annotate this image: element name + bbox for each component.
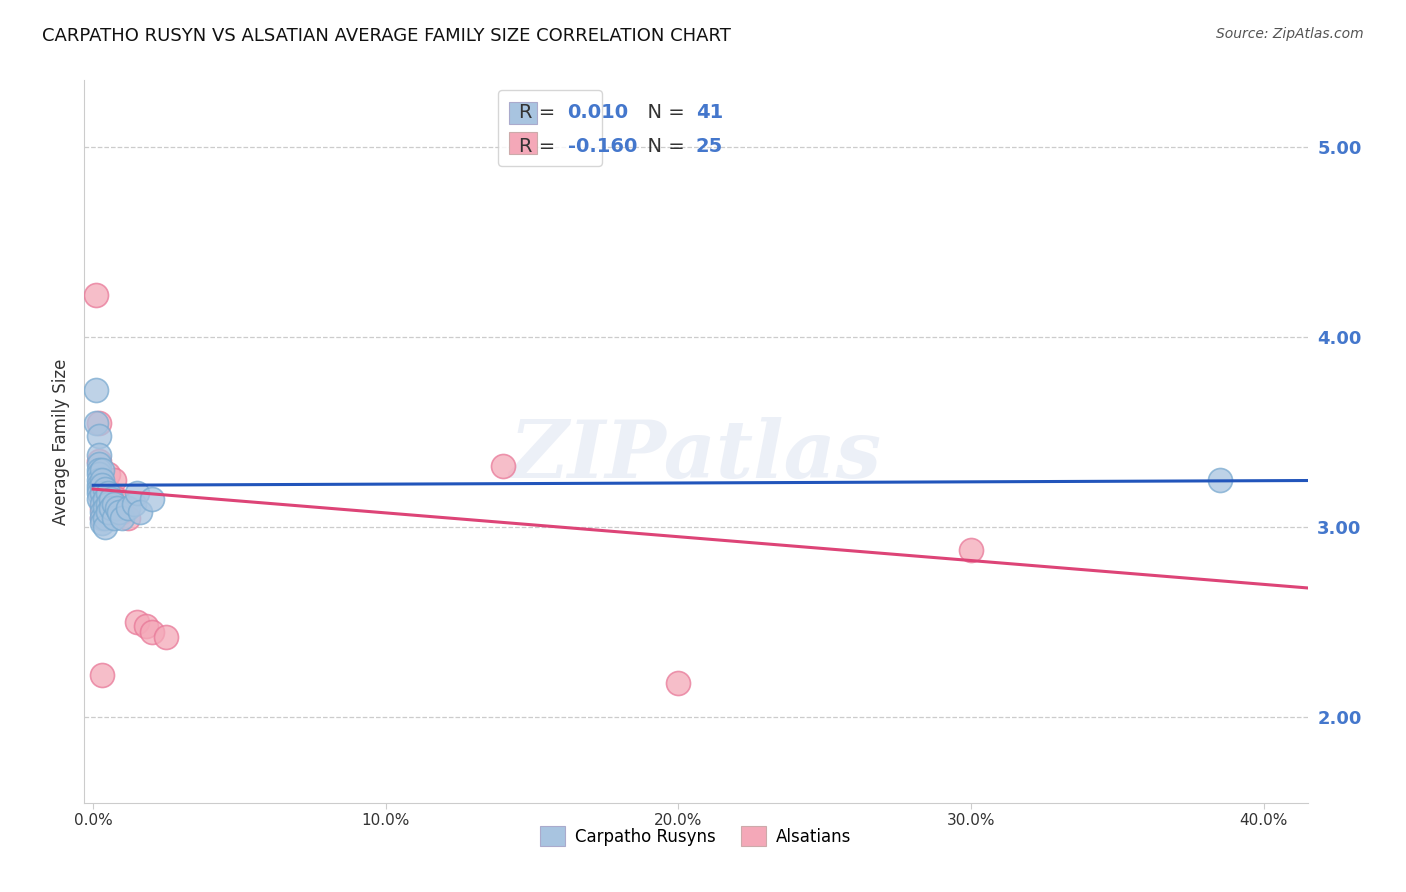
Point [108, 501, 131, 516]
Point [94, 486, 117, 500]
Point [100, 501, 122, 516]
Point [87, 482, 110, 496]
Point [100, 491, 122, 506]
Text: -0.160: -0.160 [568, 137, 637, 156]
Point [108, 505, 131, 519]
Point [90, 501, 112, 516]
Point [117, 501, 139, 516]
Point [960, 542, 983, 557]
Text: 25: 25 [696, 137, 723, 156]
Point [97, 497, 120, 511]
Point [94, 482, 117, 496]
Text: N =: N = [636, 137, 690, 156]
Point [87, 429, 110, 443]
Point [87, 458, 110, 472]
Y-axis label: Average Family Size: Average Family Size [52, 359, 70, 524]
Point [105, 491, 128, 506]
Point [97, 505, 120, 519]
Text: CARPATHO RUSYN VS ALSATIAN AVERAGE FAMILY SIZE CORRELATION CHART: CARPATHO RUSYN VS ALSATIAN AVERAGE FAMIL… [42, 27, 731, 45]
Point [103, 510, 125, 524]
Point [668, 676, 690, 690]
Point [155, 631, 177, 645]
Point [90, 478, 112, 492]
Point [122, 497, 145, 511]
Point [1209, 473, 1232, 487]
Text: 0.010: 0.010 [568, 103, 628, 122]
Point [117, 510, 139, 524]
Point [94, 491, 117, 506]
Point [135, 619, 157, 633]
Point [87, 486, 110, 500]
Point [90, 463, 112, 477]
Point [97, 505, 120, 519]
Point [84, 383, 107, 397]
Point [87, 453, 110, 467]
Point [90, 516, 112, 531]
Point [87, 467, 110, 481]
Text: 41: 41 [696, 103, 723, 122]
Point [90, 478, 112, 492]
Point [90, 497, 112, 511]
Point [90, 491, 112, 506]
Point [87, 478, 110, 492]
Point [94, 497, 117, 511]
Point [90, 510, 112, 524]
Point [97, 467, 120, 481]
Point [94, 501, 117, 516]
Point [125, 615, 148, 630]
Point [87, 473, 110, 487]
Point [100, 486, 122, 500]
Point [87, 491, 110, 506]
Point [84, 416, 107, 430]
Point [90, 510, 112, 524]
Point [141, 491, 163, 506]
Point [87, 448, 110, 462]
Point [141, 624, 163, 639]
Point [103, 497, 125, 511]
Text: N =: N = [636, 103, 690, 122]
Legend: Carpatho Rusyns, Alsatians: Carpatho Rusyns, Alsatians [534, 820, 858, 852]
Point [97, 486, 120, 500]
Text: R =: R = [519, 137, 561, 156]
Text: Source: ZipAtlas.com: Source: ZipAtlas.com [1216, 27, 1364, 41]
Point [87, 416, 110, 430]
Point [111, 510, 134, 524]
Point [84, 288, 107, 302]
Point [111, 505, 134, 519]
Point [125, 486, 148, 500]
Point [87, 463, 110, 477]
Point [492, 459, 515, 474]
Point [129, 505, 152, 519]
Point [90, 668, 112, 682]
Point [90, 473, 112, 487]
Point [90, 505, 112, 519]
Point [94, 510, 117, 524]
Text: ZIPatlas: ZIPatlas [510, 417, 882, 495]
Point [103, 473, 125, 487]
Text: R =: R = [519, 103, 561, 122]
Point [94, 520, 117, 534]
Point [90, 486, 112, 500]
Point [105, 501, 128, 516]
